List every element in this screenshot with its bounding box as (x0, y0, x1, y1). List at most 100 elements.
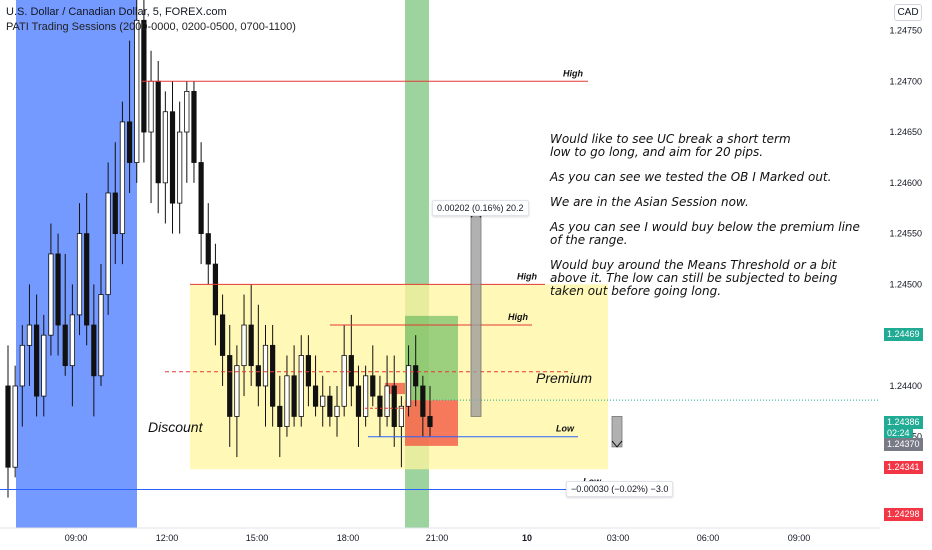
candle-body (248, 324, 254, 367)
candle-body (19, 344, 25, 387)
candle-body (112, 192, 118, 235)
candle-body (84, 233, 90, 326)
candle-body (384, 385, 390, 417)
price-tag: 1.24386 (884, 416, 923, 429)
candle-body (255, 365, 261, 387)
price-tag: 1.24469 (884, 328, 923, 341)
candle-body (12, 385, 18, 468)
premium-label: Premium (536, 370, 592, 386)
candle-body (148, 80, 154, 133)
note-line: As you can see we tested the OB I Marked… (550, 170, 832, 184)
candle-body (420, 385, 426, 417)
candle-body (177, 131, 183, 204)
time-tick-label: 06:00 (697, 533, 720, 543)
price-tick-label: 1.24750 (889, 25, 922, 35)
levels-layer: HighHighHighLowLowPremiumDiscount (0, 68, 880, 491)
level-label: Low (556, 424, 575, 434)
note-line: taken out before going long. (550, 284, 722, 298)
long-target-zone (405, 315, 458, 401)
discount-label: Discount (148, 419, 204, 435)
time-tick-label: 10 (522, 533, 532, 543)
candle-body (155, 80, 161, 184)
candle-body (219, 314, 226, 356)
candle-body (162, 111, 168, 184)
price-tick-label: 1.24700 (889, 76, 922, 86)
note-line: We are in the Asian Session now. (550, 195, 749, 209)
candle-body (377, 395, 383, 417)
candle-body (398, 405, 404, 427)
candle-body (41, 334, 47, 397)
candle-body (134, 19, 140, 163)
candle-body (119, 121, 126, 235)
note-line: of the range. (550, 233, 628, 247)
candle-body (334, 405, 340, 417)
price-tag: 1.24298 (884, 508, 923, 521)
candle-body (277, 405, 283, 427)
currency-button[interactable]: CAD (894, 4, 922, 21)
candle-body (198, 162, 204, 235)
session-layer (16, 0, 429, 528)
candle-body (26, 324, 33, 346)
level-label: High (563, 68, 583, 78)
axis-layer: 1.24750 1.24700 1.24650 1.24600 1.24550 1.245… (0, 25, 922, 543)
candle-body (126, 121, 133, 163)
note-line: As you can see I would buy below the pre… (550, 220, 860, 234)
candle-body (212, 263, 219, 316)
candle-body (370, 375, 376, 397)
candle-body (5, 385, 11, 468)
candle-body (298, 355, 304, 417)
candle-body (184, 91, 190, 133)
candle-body (62, 324, 68, 367)
time-tick-label: 21:00 (426, 533, 449, 543)
candle-body (391, 385, 397, 427)
price-tag: 1.24341 (884, 461, 923, 474)
candle-body (284, 375, 290, 427)
session-highlight-blue (16, 0, 137, 528)
price-tick-label: 1.24650 (889, 127, 922, 137)
measure-label-down: −0.00030 (−0.02%) −3.0 (566, 481, 674, 497)
candle-body (76, 233, 83, 316)
candle-body (405, 365, 412, 407)
candle-body (341, 355, 347, 407)
candle-body (355, 385, 362, 417)
indicator-legend[interactable]: PATI Trading Sessions (2000-0000, 0200-0… (6, 21, 296, 33)
countdown-tag: 02:24 (884, 427, 913, 440)
symbol-title[interactable]: U.S. Dollar / Canadian Dollar, 5, FOREX.… (6, 6, 227, 18)
candle-body (320, 395, 326, 407)
candle-body (348, 355, 354, 387)
measure-bar-up (470, 210, 482, 417)
price-tag: 1.24370 (884, 438, 923, 451)
measure-label-up: 0.00202 (0.16%) 20.2 (432, 200, 529, 216)
candle-body (305, 355, 312, 387)
candle-body (327, 395, 333, 417)
time-tick-label: 09:00 (788, 533, 811, 543)
candle-body (69, 314, 75, 367)
note-line: above it. The low can still be subjected… (550, 271, 838, 285)
price-tick-label: 1.24500 (889, 279, 922, 289)
price-tick-label: 1.24600 (889, 178, 922, 188)
level-label: High (517, 271, 537, 281)
candles-layer (5, 0, 433, 498)
candle-body (262, 344, 269, 387)
zone-layer (190, 284, 608, 470)
candle-body (227, 355, 233, 417)
candle-body (234, 365, 240, 417)
note-line: Would buy around the Means Threshold or … (550, 258, 837, 272)
time-tick-label: 18:00 (337, 533, 360, 543)
level-label: High (508, 312, 528, 322)
candle-body (91, 324, 97, 377)
candle-body (141, 19, 147, 133)
candle-body (312, 385, 319, 407)
candle-body (270, 344, 276, 407)
candle-body (98, 294, 104, 377)
candle-body (105, 192, 111, 295)
candle-body (169, 111, 176, 204)
candle-body (205, 233, 211, 265)
candle-body (191, 91, 197, 163)
candle-body (55, 253, 61, 326)
time-tick-label: 09:00 (65, 533, 88, 543)
candle-body (291, 375, 297, 417)
note-line: Would like to see UC break a short term (550, 132, 791, 146)
